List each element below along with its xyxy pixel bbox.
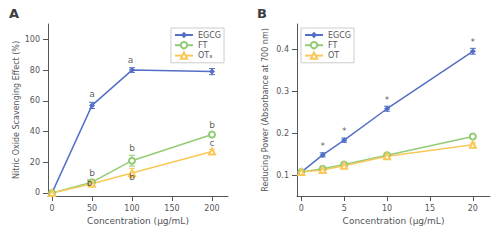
svg-text:OT: OT [328, 51, 339, 60]
svg-text:Concentration (μg/mL): Concentration (μg/mL) [343, 216, 445, 226]
svg-text:b: b [89, 168, 95, 178]
svg-text:0: 0 [35, 188, 40, 197]
svg-text:60: 60 [30, 96, 40, 105]
svg-text:Concentration (μg/mL): Concentration (μg/mL) [87, 216, 189, 226]
svg-text:FT: FT [198, 41, 207, 50]
svg-text:200: 200 [204, 204, 219, 213]
svg-text:10: 10 [382, 204, 392, 213]
svg-text:b: b [209, 120, 215, 130]
svg-text:a: a [128, 55, 134, 65]
svg-text:0.1: 0.1 [276, 171, 289, 180]
svg-text:0: 0 [49, 204, 54, 213]
svg-text:*: * [342, 126, 347, 136]
svg-text:*: * [320, 141, 325, 151]
svg-text:B: B [257, 6, 267, 21]
svg-text:50: 50 [87, 204, 97, 213]
svg-text:0.3: 0.3 [276, 87, 289, 96]
svg-text:40: 40 [30, 127, 40, 136]
svg-text:b: b [87, 178, 93, 188]
svg-text:b: b [129, 172, 135, 182]
svg-text:0.2: 0.2 [276, 129, 289, 138]
svg-text:5: 5 [342, 204, 347, 213]
svg-text:*: * [471, 37, 476, 47]
svg-text:100: 100 [124, 204, 139, 213]
svg-text:EGCG: EGCG [328, 31, 351, 40]
svg-text:Nitric Oxide Scavenging Effect: Nitric Oxide Scavenging Effect (%) [12, 41, 21, 179]
svg-text:a: a [89, 89, 95, 99]
svg-text:OTₐ: OTₐ [198, 51, 212, 60]
svg-text:Reducing Power (Absorbance at: Reducing Power (Absorbance at 700 nm) [261, 28, 270, 192]
svg-text:80: 80 [30, 66, 40, 75]
svg-text:0: 0 [299, 204, 304, 213]
svg-text:20: 20 [30, 158, 40, 167]
svg-text:150: 150 [164, 204, 179, 213]
svg-text:A: A [9, 6, 19, 21]
svg-text:*: * [385, 95, 390, 105]
svg-text:EGCG: EGCG [198, 31, 221, 40]
svg-text:20: 20 [468, 204, 478, 213]
svg-text:100: 100 [25, 35, 40, 44]
svg-text:15: 15 [425, 204, 435, 213]
svg-text:c: c [210, 138, 215, 148]
svg-text:FT: FT [328, 41, 337, 50]
svg-text:b: b [129, 143, 135, 153]
svg-text:0.4: 0.4 [276, 45, 289, 54]
